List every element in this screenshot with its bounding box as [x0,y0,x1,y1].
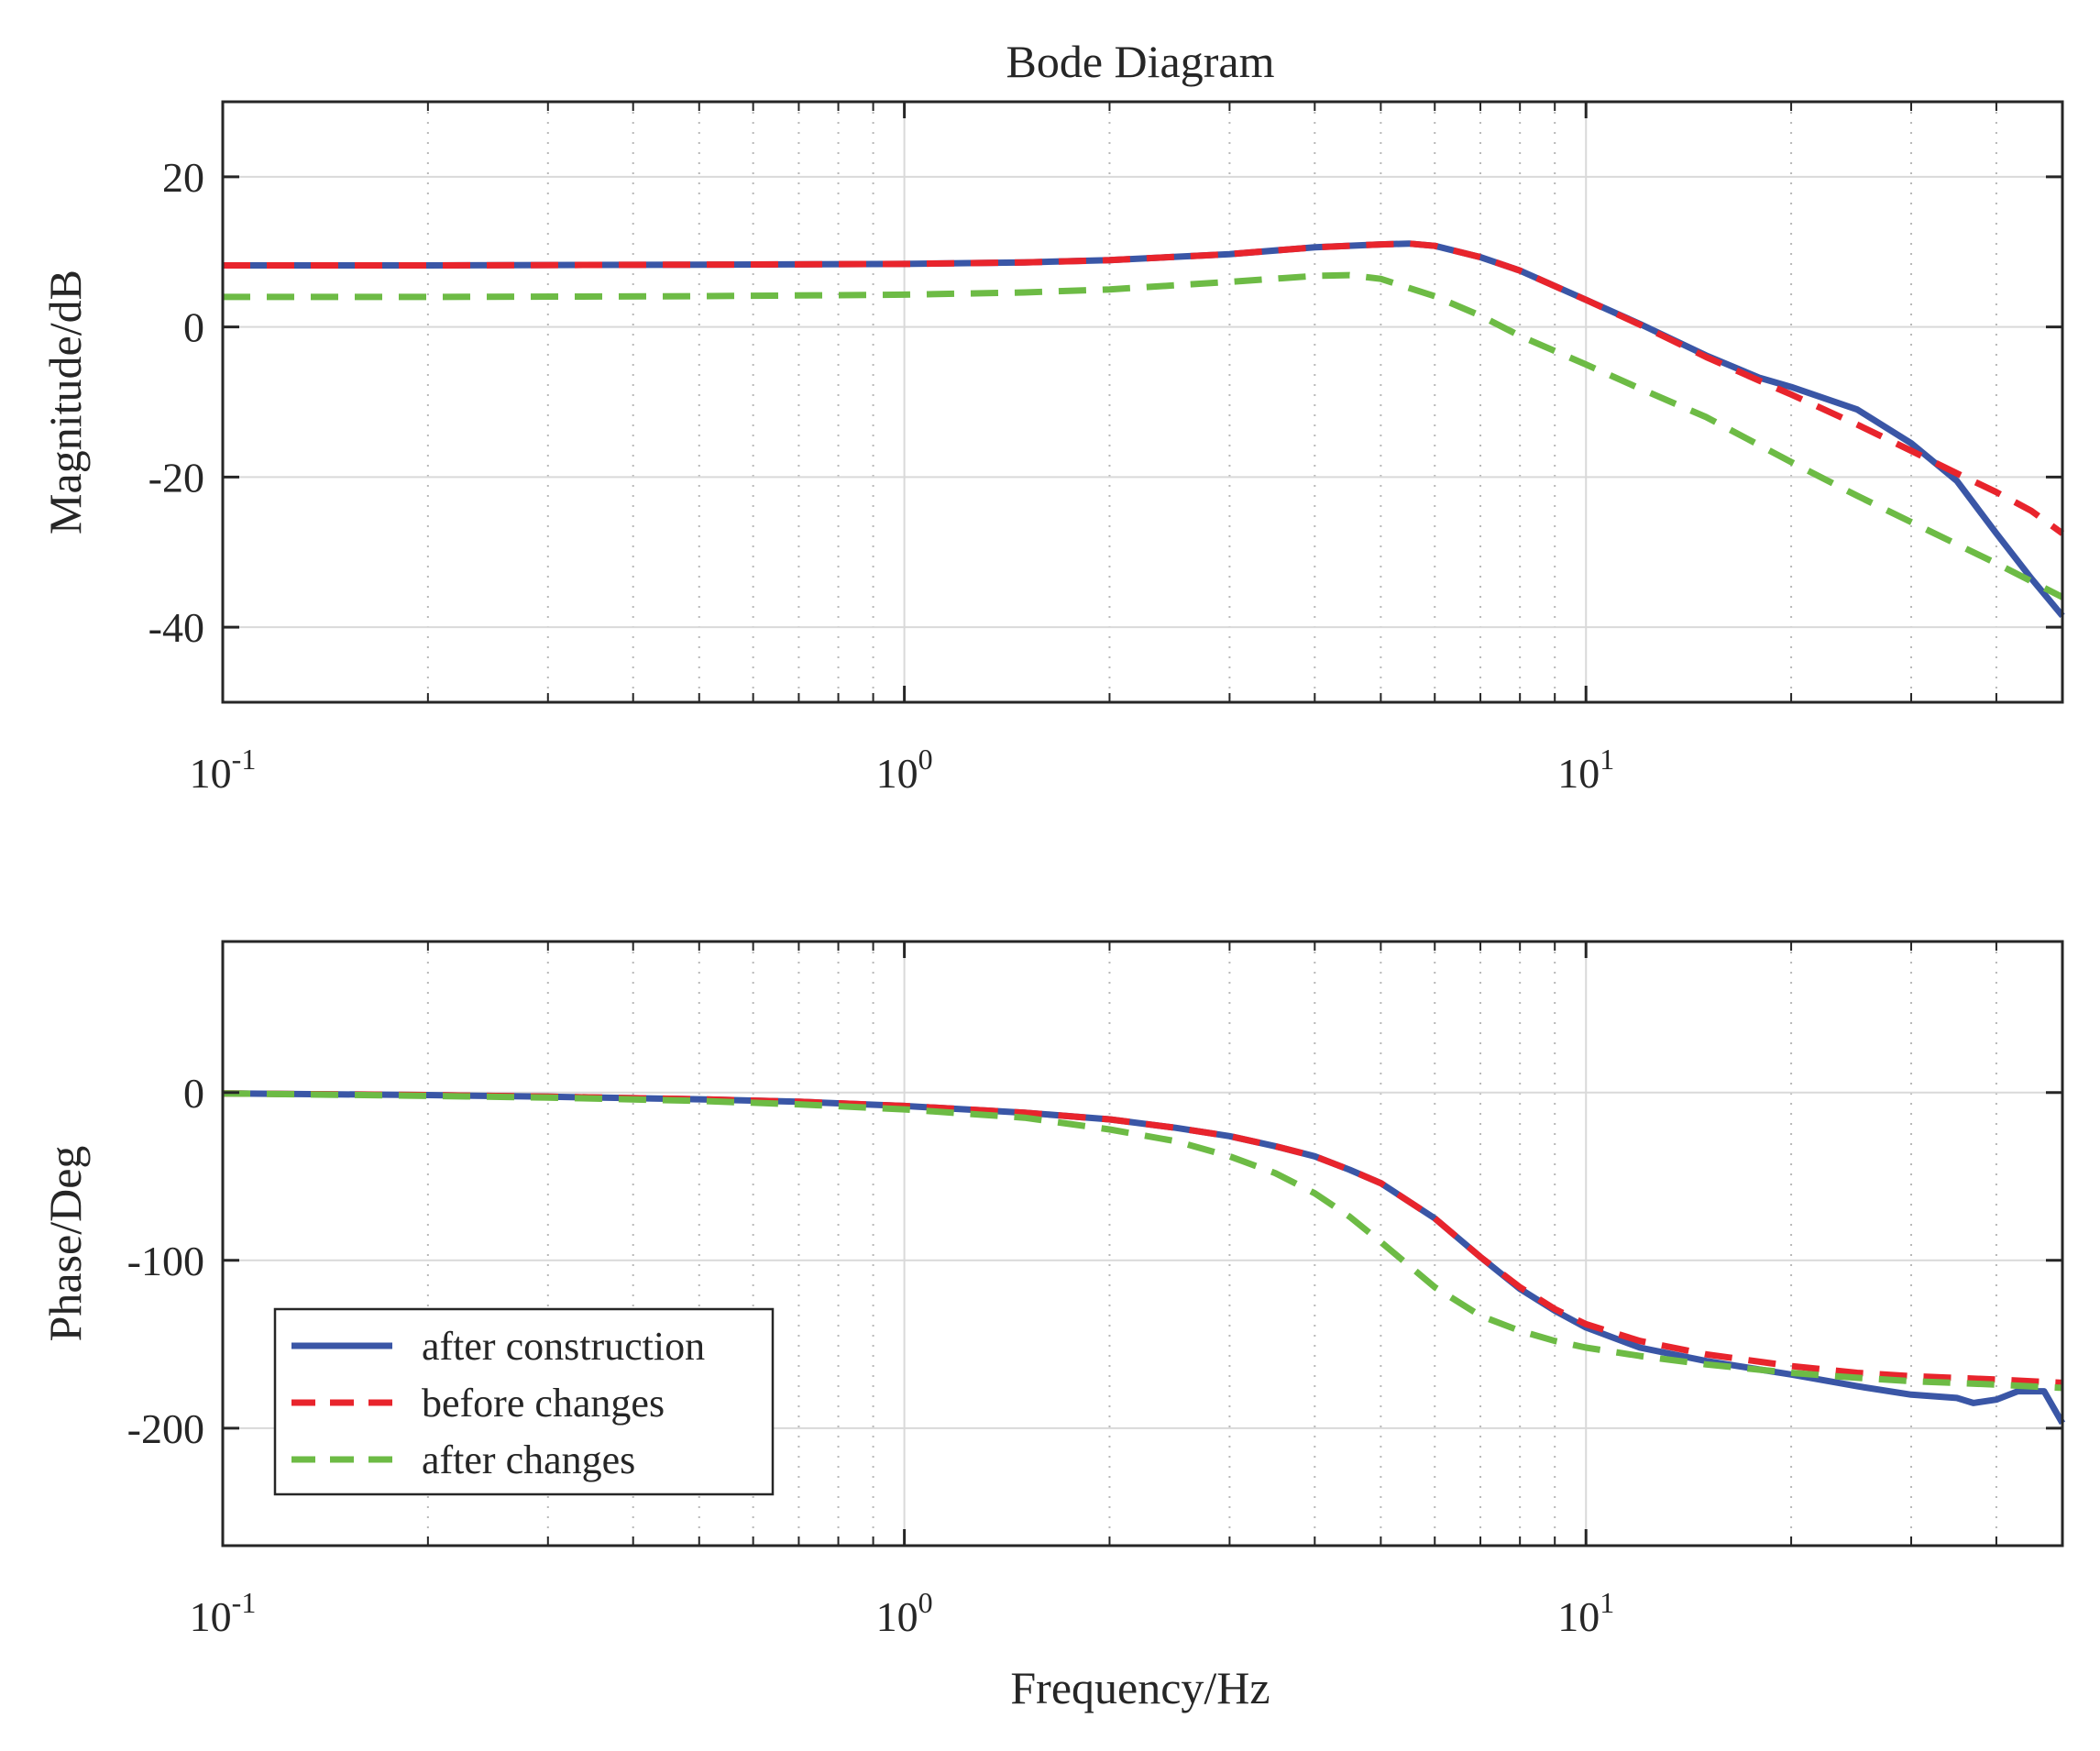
xtick-label: 10-1 [190,1586,257,1640]
series-line-after-changes [223,271,2064,600]
series-line-after-changes [222,1090,2063,1392]
phase-series [222,1090,2066,1426]
phase-ylabel: Phase/Deg [39,1146,91,1342]
ytick-label: -200 [127,1405,204,1452]
xtick-label: 100 [876,743,933,797]
ytick-label: 0 [183,1070,204,1117]
magnitude-grid [222,102,2063,702]
phase-plot: 10-1 100 101 0 -100 -200 Phase/Deg Frequency/… [39,940,2066,1713]
figure-title: Bode Diagram [1006,36,1275,87]
ytick-label: 20 [162,154,204,201]
phase-ticks: 10-1 100 101 0 -100 -200 [127,942,2063,1640]
series-line-before-changes [223,240,2065,536]
ytick-label: -40 [148,604,204,651]
legend: after construction before changes after … [273,1307,775,1496]
frequency-xlabel: Frequency/Hz [1010,1662,1270,1713]
ytick-label: -100 [127,1238,204,1284]
magnitude-ticks: 10-1 100 101 20 0 -20 -40 [148,102,2063,797]
legend-label-before-changes: before changes [422,1381,665,1426]
legend-label-after-changes: after changes [422,1437,635,1482]
ytick-label: 0 [183,304,204,351]
legend-label-after-construction: after construction [422,1324,705,1369]
xtick-label: 100 [876,1586,933,1640]
magnitude-axes-frame [221,100,2064,704]
legend-box [273,1307,775,1496]
magnitude-series [223,240,2065,619]
ytick-label: -20 [148,454,204,501]
phase-axes-frame [221,940,2064,1547]
xtick-label: 101 [1557,1586,1614,1640]
xtick-label: 101 [1557,743,1614,797]
magnitude-ylabel: Magnitude/dB [39,270,91,534]
xtick-label: 10-1 [190,743,257,797]
magnitude-plot: 10-1 100 101 20 0 -20 -40 Magnitude/dB [39,100,2065,797]
